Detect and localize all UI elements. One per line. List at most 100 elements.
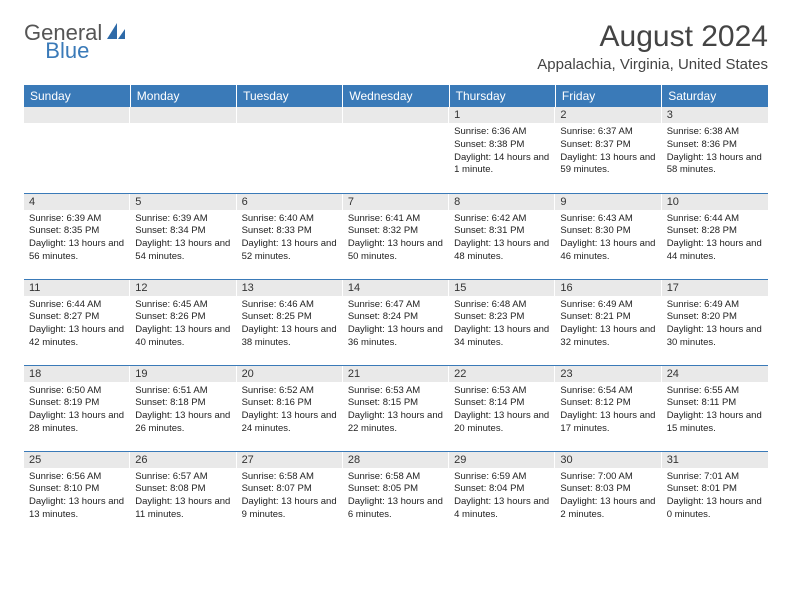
day-number: 28 xyxy=(343,452,449,468)
day-content: Sunrise: 6:48 AMSunset: 8:23 PMDaylight:… xyxy=(449,296,555,352)
day-content: Sunrise: 6:50 AMSunset: 8:19 PMDaylight:… xyxy=(24,382,130,438)
day-content: Sunrise: 6:39 AMSunset: 8:35 PMDaylight:… xyxy=(24,210,130,266)
day-number: 2 xyxy=(555,107,661,123)
calendar-cell: 7Sunrise: 6:41 AMSunset: 8:32 PMDaylight… xyxy=(343,193,449,279)
calendar-cell: 26Sunrise: 6:57 AMSunset: 8:08 PMDayligh… xyxy=(130,451,236,537)
day-number: 16 xyxy=(555,280,661,296)
day-number: 11 xyxy=(24,280,130,296)
day-number: 20 xyxy=(237,366,343,382)
day-content: Sunrise: 6:44 AMSunset: 8:27 PMDaylight:… xyxy=(24,296,130,352)
day-number: 15 xyxy=(449,280,555,296)
calendar-cell: 27Sunrise: 6:58 AMSunset: 8:07 PMDayligh… xyxy=(237,451,343,537)
day-number: 21 xyxy=(343,366,449,382)
calendar-cell: 29Sunrise: 6:59 AMSunset: 8:04 PMDayligh… xyxy=(449,451,555,537)
day-number: 22 xyxy=(449,366,555,382)
day-content: Sunrise: 6:46 AMSunset: 8:25 PMDaylight:… xyxy=(237,296,343,352)
day-content: Sunrise: 6:57 AMSunset: 8:08 PMDaylight:… xyxy=(130,468,236,524)
day-content: Sunrise: 6:56 AMSunset: 8:10 PMDaylight:… xyxy=(24,468,130,524)
calendar-cell: 20Sunrise: 6:52 AMSunset: 8:16 PMDayligh… xyxy=(237,365,343,451)
day-number: 12 xyxy=(130,280,236,296)
title-block: August 2024 Appalachia, Virginia, United… xyxy=(537,20,768,73)
weekday-header: Monday xyxy=(130,85,236,107)
calendar-cell: 1Sunrise: 6:36 AMSunset: 8:38 PMDaylight… xyxy=(449,107,555,193)
day-number: 25 xyxy=(24,452,130,468)
day-content: Sunrise: 6:53 AMSunset: 8:15 PMDaylight:… xyxy=(343,382,449,438)
calendar-row: 1Sunrise: 6:36 AMSunset: 8:38 PMDaylight… xyxy=(24,107,768,193)
location-subtitle: Appalachia, Virginia, United States xyxy=(537,56,768,73)
day-number: 6 xyxy=(237,194,343,210)
day-content: Sunrise: 6:39 AMSunset: 8:34 PMDaylight:… xyxy=(130,210,236,266)
day-content: Sunrise: 6:36 AMSunset: 8:38 PMDaylight:… xyxy=(449,123,555,179)
calendar-cell: 5Sunrise: 6:39 AMSunset: 8:34 PMDaylight… xyxy=(130,193,236,279)
page-title: August 2024 xyxy=(537,20,768,54)
calendar-cell: 8Sunrise: 6:42 AMSunset: 8:31 PMDaylight… xyxy=(449,193,555,279)
logo: General Blue xyxy=(24,20,175,46)
day-number: 4 xyxy=(24,194,130,210)
day-number: 8 xyxy=(449,194,555,210)
day-number: 9 xyxy=(555,194,661,210)
day-number: 13 xyxy=(237,280,343,296)
day-content: Sunrise: 6:53 AMSunset: 8:14 PMDaylight:… xyxy=(449,382,555,438)
day-content: Sunrise: 6:52 AMSunset: 8:16 PMDaylight:… xyxy=(237,382,343,438)
day-number xyxy=(343,107,449,123)
day-content: Sunrise: 6:41 AMSunset: 8:32 PMDaylight:… xyxy=(343,210,449,266)
calendar-cell: 11Sunrise: 6:44 AMSunset: 8:27 PMDayligh… xyxy=(24,279,130,365)
calendar-row: 18Sunrise: 6:50 AMSunset: 8:19 PMDayligh… xyxy=(24,365,768,451)
calendar-cell: 31Sunrise: 7:01 AMSunset: 8:01 PMDayligh… xyxy=(662,451,768,537)
day-number: 3 xyxy=(662,107,768,123)
day-content: Sunrise: 7:00 AMSunset: 8:03 PMDaylight:… xyxy=(555,468,661,524)
day-number xyxy=(24,107,130,123)
day-content: Sunrise: 6:38 AMSunset: 8:36 PMDaylight:… xyxy=(662,123,768,179)
day-number xyxy=(130,107,236,123)
calendar-cell: 30Sunrise: 7:00 AMSunset: 8:03 PMDayligh… xyxy=(555,451,661,537)
day-number: 17 xyxy=(662,280,768,296)
calendar-cell: 22Sunrise: 6:53 AMSunset: 8:14 PMDayligh… xyxy=(449,365,555,451)
calendar-cell xyxy=(130,107,236,193)
day-content: Sunrise: 6:42 AMSunset: 8:31 PMDaylight:… xyxy=(449,210,555,266)
day-content: Sunrise: 6:44 AMSunset: 8:28 PMDaylight:… xyxy=(662,210,768,266)
day-content: Sunrise: 6:55 AMSunset: 8:11 PMDaylight:… xyxy=(662,382,768,438)
day-number: 5 xyxy=(130,194,236,210)
day-number: 10 xyxy=(662,194,768,210)
calendar-cell: 25Sunrise: 6:56 AMSunset: 8:10 PMDayligh… xyxy=(24,451,130,537)
weekday-header: Wednesday xyxy=(343,85,449,107)
calendar-table: SundayMondayTuesdayWednesdayThursdayFrid… xyxy=(24,85,768,537)
day-content: Sunrise: 6:40 AMSunset: 8:33 PMDaylight:… xyxy=(237,210,343,266)
calendar-row: 25Sunrise: 6:56 AMSunset: 8:10 PMDayligh… xyxy=(24,451,768,537)
calendar-cell: 23Sunrise: 6:54 AMSunset: 8:12 PMDayligh… xyxy=(555,365,661,451)
weekday-header: Sunday xyxy=(24,85,130,107)
weekday-header: Thursday xyxy=(449,85,555,107)
calendar-cell: 15Sunrise: 6:48 AMSunset: 8:23 PMDayligh… xyxy=(449,279,555,365)
weekday-header: Saturday xyxy=(662,85,768,107)
day-number: 31 xyxy=(662,452,768,468)
calendar-cell: 24Sunrise: 6:55 AMSunset: 8:11 PMDayligh… xyxy=(662,365,768,451)
calendar-cell xyxy=(343,107,449,193)
calendar-cell: 4Sunrise: 6:39 AMSunset: 8:35 PMDaylight… xyxy=(24,193,130,279)
day-content: Sunrise: 6:47 AMSunset: 8:24 PMDaylight:… xyxy=(343,296,449,352)
day-content: Sunrise: 6:54 AMSunset: 8:12 PMDaylight:… xyxy=(555,382,661,438)
day-number: 27 xyxy=(237,452,343,468)
calendar-cell: 6Sunrise: 6:40 AMSunset: 8:33 PMDaylight… xyxy=(237,193,343,279)
calendar-cell: 3Sunrise: 6:38 AMSunset: 8:36 PMDaylight… xyxy=(662,107,768,193)
calendar-cell: 2Sunrise: 6:37 AMSunset: 8:37 PMDaylight… xyxy=(555,107,661,193)
calendar-row: 11Sunrise: 6:44 AMSunset: 8:27 PMDayligh… xyxy=(24,279,768,365)
calendar-cell: 18Sunrise: 6:50 AMSunset: 8:19 PMDayligh… xyxy=(24,365,130,451)
day-number: 1 xyxy=(449,107,555,123)
calendar-cell: 13Sunrise: 6:46 AMSunset: 8:25 PMDayligh… xyxy=(237,279,343,365)
day-content: Sunrise: 6:49 AMSunset: 8:21 PMDaylight:… xyxy=(555,296,661,352)
day-content: Sunrise: 6:58 AMSunset: 8:07 PMDaylight:… xyxy=(237,468,343,524)
day-content: Sunrise: 6:43 AMSunset: 8:30 PMDaylight:… xyxy=(555,210,661,266)
day-number: 18 xyxy=(24,366,130,382)
day-content: Sunrise: 6:51 AMSunset: 8:18 PMDaylight:… xyxy=(130,382,236,438)
weekday-header: Tuesday xyxy=(237,85,343,107)
calendar-cell: 17Sunrise: 6:49 AMSunset: 8:20 PMDayligh… xyxy=(662,279,768,365)
day-number: 14 xyxy=(343,280,449,296)
calendar-cell xyxy=(24,107,130,193)
page-header: General Blue August 2024 Appalachia, Vir… xyxy=(24,20,768,73)
logo-text-blue: Blue xyxy=(45,38,89,64)
calendar-cell: 21Sunrise: 6:53 AMSunset: 8:15 PMDayligh… xyxy=(343,365,449,451)
calendar-cell: 28Sunrise: 6:58 AMSunset: 8:05 PMDayligh… xyxy=(343,451,449,537)
weekday-header: Friday xyxy=(555,85,661,107)
calendar-cell: 16Sunrise: 6:49 AMSunset: 8:21 PMDayligh… xyxy=(555,279,661,365)
calendar-cell: 14Sunrise: 6:47 AMSunset: 8:24 PMDayligh… xyxy=(343,279,449,365)
